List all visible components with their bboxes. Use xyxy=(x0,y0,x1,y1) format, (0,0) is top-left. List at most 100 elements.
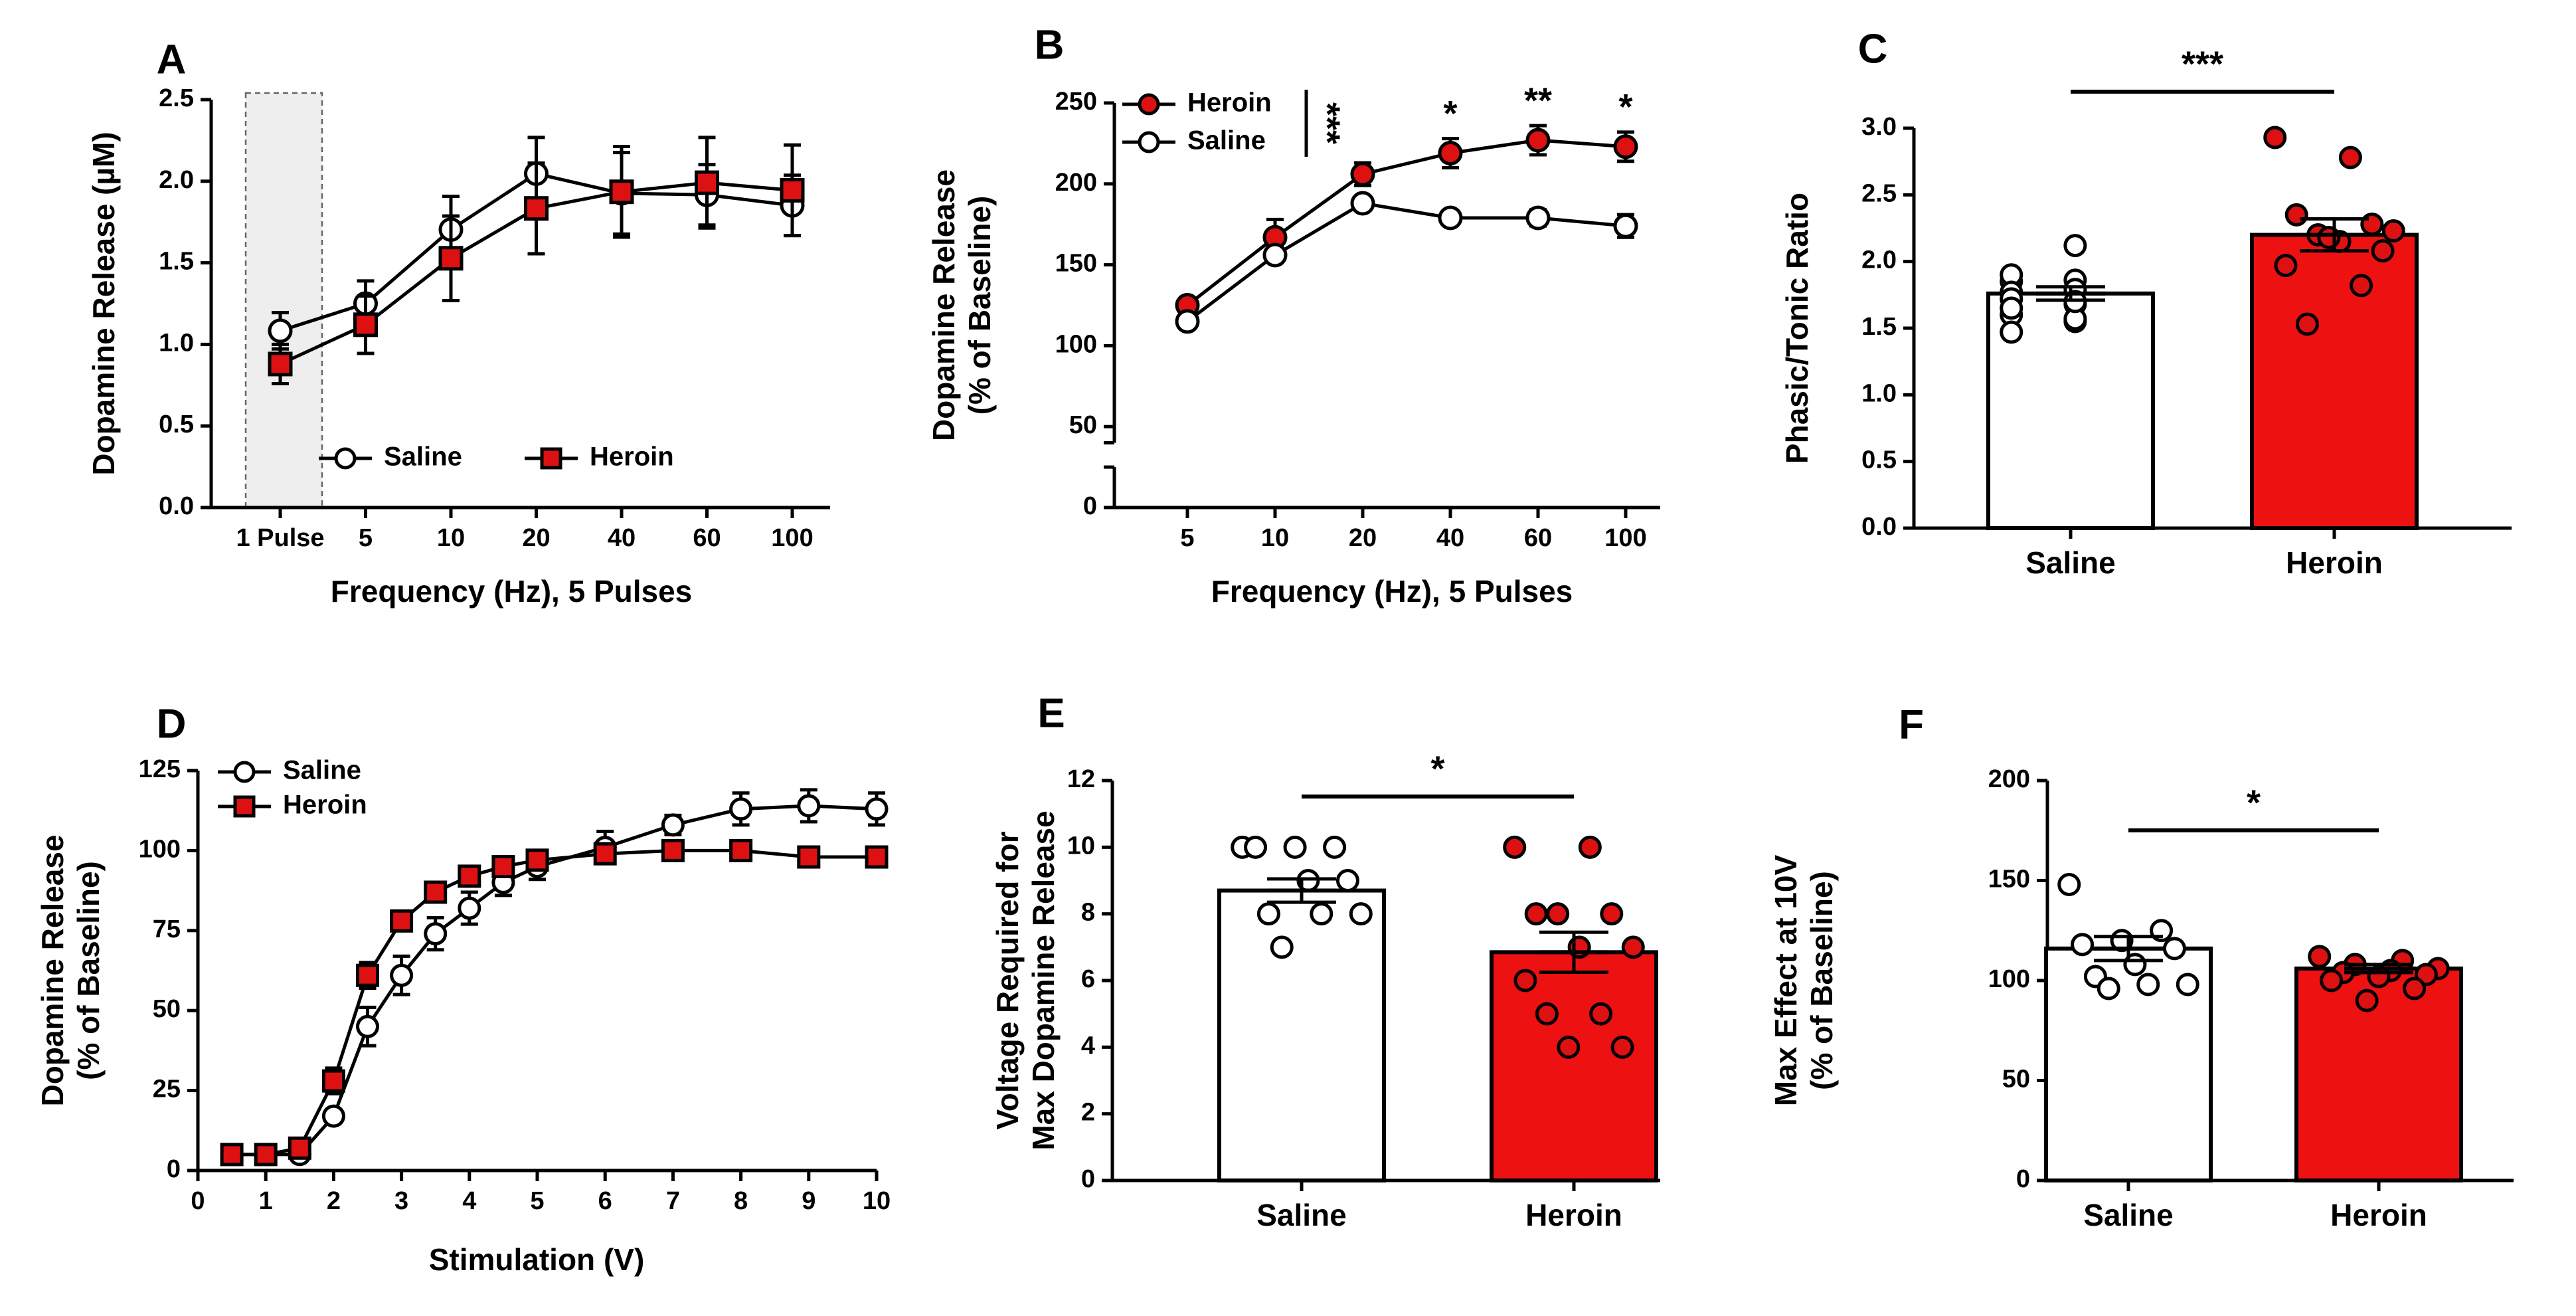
x-tick-label: 0 xyxy=(191,1187,205,1215)
y-tick-label: 2 xyxy=(1081,1099,1095,1127)
x-tick-label: 20 xyxy=(1349,524,1377,552)
legend-item-saline: Saline xyxy=(218,756,361,785)
series-heroin xyxy=(220,838,889,1167)
x-tick-label: Saline xyxy=(2025,545,2116,580)
legend-marker xyxy=(1138,93,1160,116)
x-tick-label: 5 xyxy=(359,524,373,552)
data-point xyxy=(2057,873,2081,897)
y-axis-label-line2: Max Dopamine Release xyxy=(1026,810,1061,1150)
y-tick-label: 1.5 xyxy=(159,248,194,276)
data-point xyxy=(321,1069,345,1093)
data-point xyxy=(1621,935,1645,959)
y-axis-label-line1: Dopamine Release xyxy=(35,834,70,1106)
data-point xyxy=(1349,902,1373,926)
data-point xyxy=(1438,141,1463,166)
y-tick-label: 12 xyxy=(1067,765,1095,793)
data-point xyxy=(390,963,414,987)
x-axis-label: Frequency (Hz), 5 Pulses xyxy=(1211,574,1573,609)
x-tick-label: 3 xyxy=(394,1187,408,1215)
data-point xyxy=(1438,205,1463,231)
y-axis-label: Dopamine Release (µM) xyxy=(86,132,121,475)
x-tick-label: Saline xyxy=(2083,1198,2174,1232)
data-point xyxy=(2381,219,2405,243)
bar xyxy=(1986,291,2155,530)
data-point xyxy=(2000,320,2023,344)
x-tick-label: 9 xyxy=(802,1187,816,1215)
bar-group-heroin: Heroin xyxy=(1490,835,1658,1232)
data-point xyxy=(268,351,293,377)
data-point xyxy=(1283,835,1307,859)
y-tick-label: 0 xyxy=(1083,492,1097,520)
data-point xyxy=(2355,988,2379,1012)
y-tick-label: 25 xyxy=(153,1076,181,1103)
data-point xyxy=(1503,835,1527,859)
data-point xyxy=(1589,1002,1613,1026)
data-point xyxy=(356,963,379,987)
data-point xyxy=(458,896,481,920)
data-point xyxy=(353,312,378,337)
data-point xyxy=(2097,977,2120,1000)
data-point xyxy=(2338,145,2362,169)
bar xyxy=(2294,966,2463,1182)
data-point xyxy=(2071,933,2095,957)
data-point xyxy=(1600,902,1624,926)
data-point xyxy=(1578,835,1602,859)
data-point xyxy=(1613,134,1638,159)
data-point xyxy=(424,880,448,904)
data-point xyxy=(525,848,549,872)
x-tick-label: 8 xyxy=(734,1187,748,1215)
x-tick-label: 10 xyxy=(863,1187,891,1215)
x-tick-label: 10 xyxy=(1261,524,1289,552)
data-point xyxy=(2403,977,2427,1000)
data-point xyxy=(797,794,821,818)
legend-marker xyxy=(1138,131,1160,153)
data-point xyxy=(865,797,889,821)
x-tick-label: 7 xyxy=(666,1187,680,1215)
legend-label: Heroin xyxy=(283,791,367,820)
x-tick-label: Heroin xyxy=(2330,1198,2427,1232)
legend-item-saline: Saline xyxy=(319,442,462,472)
y-tick-label: 0 xyxy=(167,1155,181,1183)
chart-panel-E: E 0 2 4 6 8 10 12 Voltage Required for Max Dopami… xyxy=(990,690,1660,1232)
data-point xyxy=(438,246,464,271)
data-point xyxy=(609,179,634,205)
x-tick-label: 40 xyxy=(608,524,636,552)
x-axis-label: Stimulation (V) xyxy=(429,1242,645,1277)
chart-panel-B: B 0 50 100 150 200 250 5 10 20 40 60 100 Frequency (H… xyxy=(926,22,1660,609)
data-point xyxy=(288,1136,311,1160)
legend-label: Heroin xyxy=(1187,88,1272,118)
data-point xyxy=(2000,296,2023,320)
y-tick-label: 150 xyxy=(1988,866,2030,893)
legend-item-heroin: Heroin xyxy=(1122,88,1272,118)
data-point xyxy=(2371,239,2395,263)
y-tick-label: 1.0 xyxy=(159,329,194,357)
y-tick-label: 200 xyxy=(1988,765,2030,793)
y-tick-label: 8 xyxy=(1081,899,1095,927)
legend-item-heroin: Heroin xyxy=(525,442,674,472)
significance-marker: * xyxy=(1443,94,1457,134)
data-point xyxy=(1350,191,1375,216)
data-point xyxy=(458,864,481,888)
y-tick-label: 200 xyxy=(1055,169,1097,197)
series-saline xyxy=(1175,191,1638,334)
significance-marker: * xyxy=(1430,749,1444,789)
data-point xyxy=(661,838,685,862)
panel-letter: A xyxy=(157,37,187,82)
data-point xyxy=(2320,969,2344,992)
data-point xyxy=(695,170,719,195)
data-point xyxy=(2308,945,2332,969)
legend-marker xyxy=(233,795,256,818)
data-point xyxy=(1256,902,1280,926)
y-tick-label: 0.5 xyxy=(159,411,194,438)
data-point xyxy=(2176,973,2199,996)
y-axis-label-line2: (% of Baseline) xyxy=(962,196,997,415)
y-tick-label: 1.0 xyxy=(1861,379,1897,407)
x-tick-label: 10 xyxy=(437,524,465,552)
x-tick-label: 20 xyxy=(522,524,550,552)
y-tick-label: 150 xyxy=(1055,250,1097,278)
y-tick-label: 50 xyxy=(1069,411,1097,439)
data-point xyxy=(1613,213,1638,238)
data-point xyxy=(1323,835,1347,859)
data-point xyxy=(268,318,293,343)
